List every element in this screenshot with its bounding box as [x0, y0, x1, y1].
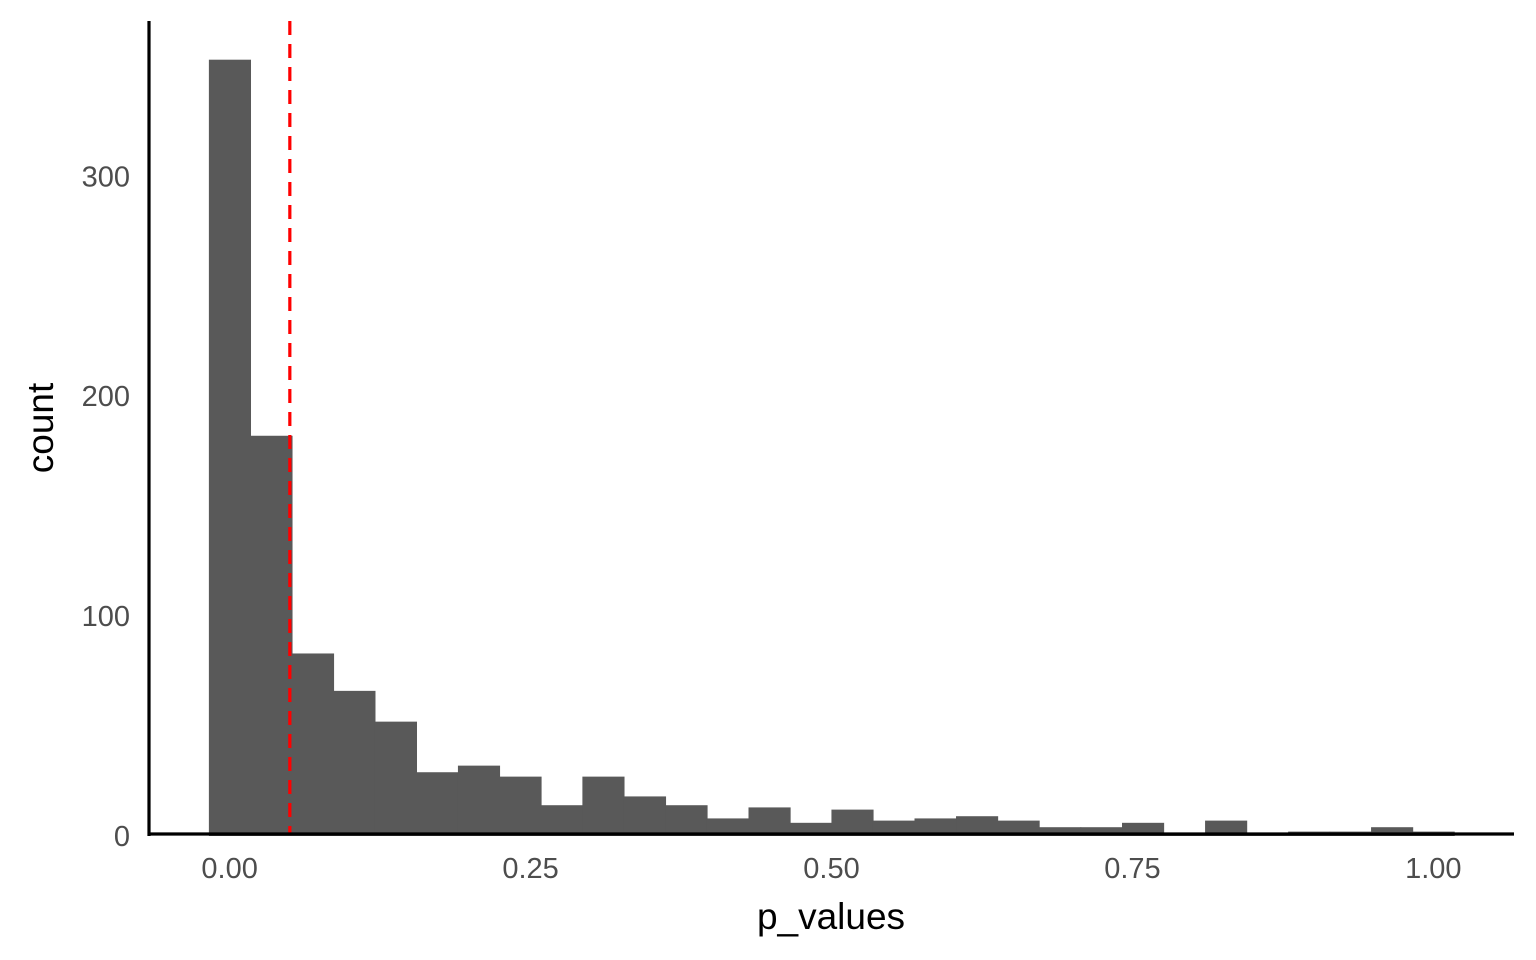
histogram-bar-7 — [457, 765, 501, 836]
y-tick-label: 300 — [82, 161, 130, 193]
y-axis-title: count — [20, 382, 61, 473]
histogram-bar-11 — [623, 796, 667, 836]
histogram-bar-1 — [208, 59, 252, 836]
y-tick-label: 200 — [82, 381, 130, 413]
y-tick-labels: 0 100 200 300 — [82, 161, 130, 853]
histogram-bar-29 — [1371, 827, 1414, 836]
x-tick-label: 0.00 — [201, 853, 257, 885]
x-tick-label: 0.50 — [803, 853, 859, 885]
x-tick-label: 0.25 — [502, 853, 558, 885]
x-tick-label: 1.00 — [1405, 853, 1461, 885]
x-tick-label: 0.75 — [1104, 853, 1160, 885]
x-axis-title: p_values — [757, 896, 905, 937]
histogram-bar-10 — [582, 776, 625, 836]
histogram-bar-8 — [499, 776, 542, 836]
histogram-bar-19 — [956, 816, 999, 836]
histogram-bar-16 — [831, 809, 874, 836]
histogram-bar-6 — [416, 772, 459, 836]
histogram-bar-12 — [665, 805, 708, 836]
histogram-bar-25 — [1205, 820, 1248, 836]
y-tick-label: 0 — [114, 821, 130, 853]
histogram-bar-2 — [250, 435, 293, 836]
x-tick-labels: 0.00 0.25 0.50 0.75 1.00 — [201, 853, 1461, 885]
histogram-bar-18 — [914, 818, 957, 836]
histogram-bar-22 — [1080, 827, 1123, 836]
histogram-bar-5 — [374, 721, 418, 836]
histogram-bar-20 — [997, 820, 1040, 836]
histogram-bar-17 — [872, 820, 916, 836]
histogram-bar-21 — [1039, 827, 1082, 836]
histogram-bar-3 — [291, 653, 335, 836]
histogram-bar-13 — [706, 818, 750, 836]
y-tick-label: 100 — [82, 601, 130, 633]
bars-group — [208, 59, 1455, 836]
histogram-bar-14 — [748, 807, 791, 836]
histogram-bar-9 — [540, 805, 584, 836]
histogram-bar-4 — [333, 690, 376, 836]
